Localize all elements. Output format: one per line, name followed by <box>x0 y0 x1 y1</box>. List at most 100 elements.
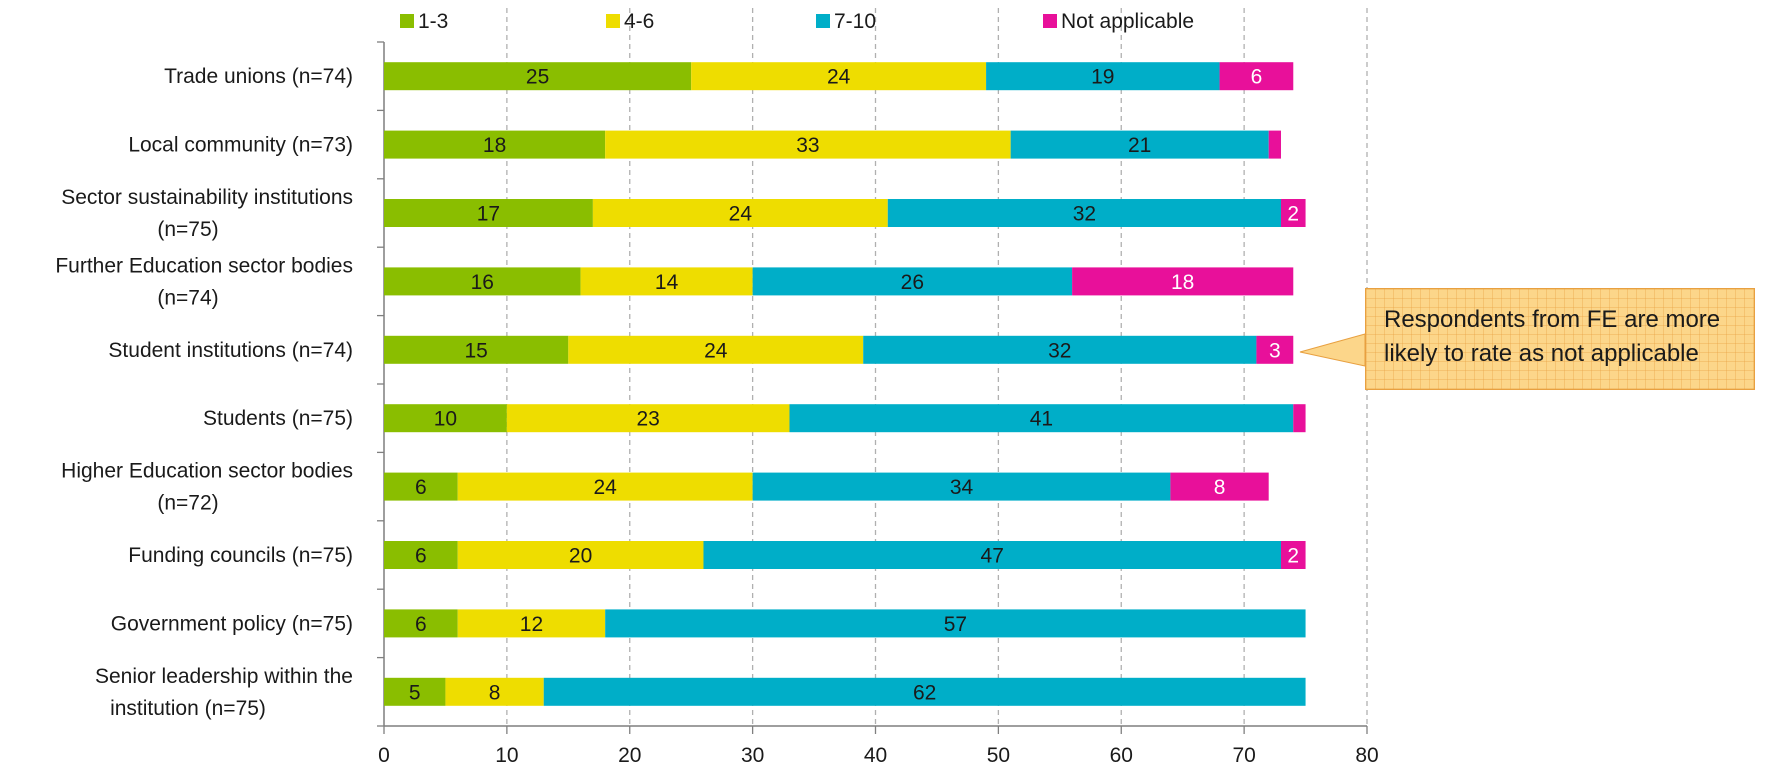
data-label: 23 <box>637 408 660 431</box>
bar-segment <box>1256 335 1294 364</box>
data-label: 62 <box>913 681 936 704</box>
legend-label: 7-10 <box>834 10 876 33</box>
bar-segment <box>384 62 692 91</box>
legend-label: 1-3 <box>418 10 448 33</box>
data-label: 6 <box>415 613 427 636</box>
data-label: 6 <box>1251 66 1263 89</box>
bar-segment <box>457 609 606 638</box>
data-label: 26 <box>901 271 924 294</box>
data-label: 12 <box>520 613 543 636</box>
category-label: Further Education sector bodies (n=74) <box>55 254 353 309</box>
annotation-callout: Respondents from FE are more likely to r… <box>1365 288 1755 390</box>
bar-segment <box>580 267 753 296</box>
data-label: 57 <box>944 613 967 636</box>
bar-segment <box>457 472 753 501</box>
x-tick-label: 0 <box>378 744 390 767</box>
callout-pointer <box>1299 333 1366 367</box>
category-label: Student institutions (n=74) <box>108 339 353 362</box>
x-tick-label: 50 <box>987 744 1010 767</box>
data-label: 17 <box>477 203 500 226</box>
category-label: Higher Education sector bodies (n=72) <box>61 460 353 515</box>
legend-label: 4-6 <box>624 10 654 33</box>
data-label: 47 <box>981 545 1004 568</box>
data-label: 32 <box>1048 339 1071 362</box>
bar-segment <box>605 130 1011 159</box>
bar-segment <box>384 199 593 227</box>
data-label: 2 <box>1287 203 1299 226</box>
data-label: 14 <box>655 271 679 294</box>
category-label: Students (n=75) <box>203 407 353 430</box>
x-tick-label: 70 <box>1232 744 1255 767</box>
bar-segment <box>384 267 581 296</box>
bar-segment <box>1268 130 1281 159</box>
bar-segment <box>986 62 1220 91</box>
legend-label: Not applicable <box>1061 10 1194 33</box>
data-label: 16 <box>471 271 494 294</box>
data-label: 21 <box>1128 134 1151 157</box>
data-label: 25 <box>526 66 549 89</box>
bar-segment <box>384 472 458 501</box>
bar-segment <box>1072 267 1294 296</box>
bar-segment <box>1170 472 1269 501</box>
data-label: 2 <box>1287 545 1299 568</box>
bar-segment <box>568 335 864 364</box>
data-label: 8 <box>1214 476 1226 499</box>
bar-segment <box>384 404 507 433</box>
bar-segment <box>691 62 987 91</box>
bar-segment <box>789 404 1294 433</box>
bar-segment <box>543 677 1306 706</box>
x-tick-label: 20 <box>618 744 641 767</box>
bar-segment <box>1280 199 1306 227</box>
bar-segment <box>1280 541 1306 569</box>
bar-segment <box>384 130 606 159</box>
bar-segment <box>1219 62 1294 91</box>
bar-segment <box>887 199 1281 227</box>
category-label: Senior leadership within the institution … <box>95 665 353 720</box>
category-label: Sector sustainability institutions (n=75) <box>61 186 353 241</box>
data-label: 20 <box>569 545 592 568</box>
category-label: Trade unions (n=74) <box>164 65 353 88</box>
category-label: Funding councils (n=75) <box>128 544 353 567</box>
data-label: 10 <box>434 408 457 431</box>
bar-segment <box>384 609 458 638</box>
bar-segment <box>752 472 1171 501</box>
data-label: 18 <box>1171 271 1194 294</box>
legend-swatch <box>1043 14 1057 28</box>
x-tick-label: 80 <box>1355 744 1378 767</box>
data-label: 8 <box>489 681 501 704</box>
gridlines <box>506 8 1368 726</box>
bar-segment <box>592 199 888 227</box>
data-label: 3 <box>1269 339 1281 362</box>
bar-segment <box>384 677 446 706</box>
category-label: Local community (n=73) <box>128 134 353 157</box>
legend-swatch <box>816 14 830 28</box>
data-label: 41 <box>1030 408 1053 431</box>
data-label: 24 <box>704 339 728 362</box>
bar-segment <box>445 677 544 706</box>
data-label: 6 <box>415 476 427 499</box>
data-label: 32 <box>1073 203 1096 226</box>
bars <box>384 62 1306 706</box>
data-label: 34 <box>950 476 974 499</box>
bar-segment <box>384 335 569 364</box>
data-label: 6 <box>415 545 427 568</box>
data-label: 24 <box>593 476 617 499</box>
bar-segment <box>506 404 790 433</box>
x-tick-label: 40 <box>864 744 887 767</box>
bar-segment <box>605 609 1306 638</box>
bar-segment <box>863 335 1257 364</box>
category-label: Government policy (n=75) <box>111 612 353 635</box>
bar-segment <box>752 267 1073 296</box>
x-tick-label: 60 <box>1110 744 1133 767</box>
data-label: 15 <box>464 339 487 362</box>
legend-swatch <box>606 14 620 28</box>
legend: 1-3 4-6 7-10 Not applicable <box>400 10 1194 33</box>
bar-segment <box>703 541 1281 569</box>
data-label: 33 <box>796 134 819 157</box>
x-tick-label: 30 <box>741 744 764 767</box>
data-label: 19 <box>1091 66 1114 89</box>
bar-segment <box>1293 404 1306 433</box>
bar-segment <box>384 541 458 569</box>
